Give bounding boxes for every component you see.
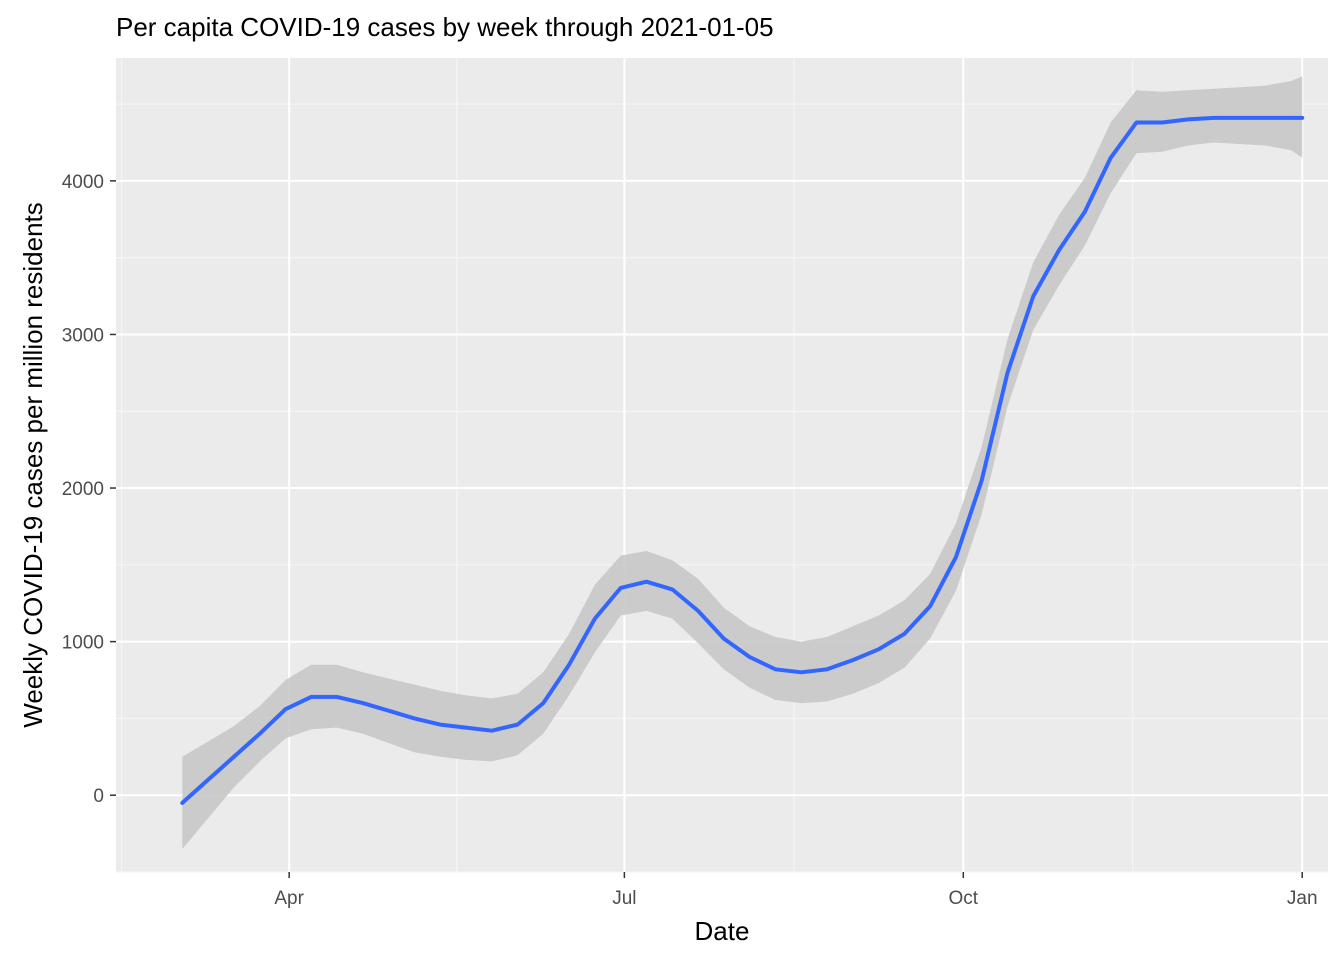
y-tick-label: 0 — [93, 786, 104, 807]
y-tick-label: 4000 — [62, 172, 104, 193]
x-axis: Apr Jul Oct Jan — [274, 872, 1318, 909]
chart-title: Per capita COVID-19 cases by week throug… — [116, 12, 774, 42]
y-tick-label: 3000 — [62, 325, 104, 346]
x-tick-label: Oct — [949, 888, 979, 909]
x-tick-label: Jul — [612, 888, 636, 909]
plot-panel — [116, 58, 1328, 872]
x-tick-label: Apr — [274, 888, 304, 909]
x-tick-label: Jan — [1287, 888, 1318, 909]
y-tick-label: 2000 — [62, 479, 104, 500]
trend-line — [180, 115, 1305, 805]
y-axis: 0 1000 2000 3000 4000 — [62, 172, 116, 807]
y-tick-label: 1000 — [62, 633, 104, 654]
data-marks — [180, 76, 1305, 849]
x-axis-title: Date — [695, 916, 750, 946]
y-axis-title: Weekly COVID-19 cases per million reside… — [18, 202, 48, 727]
